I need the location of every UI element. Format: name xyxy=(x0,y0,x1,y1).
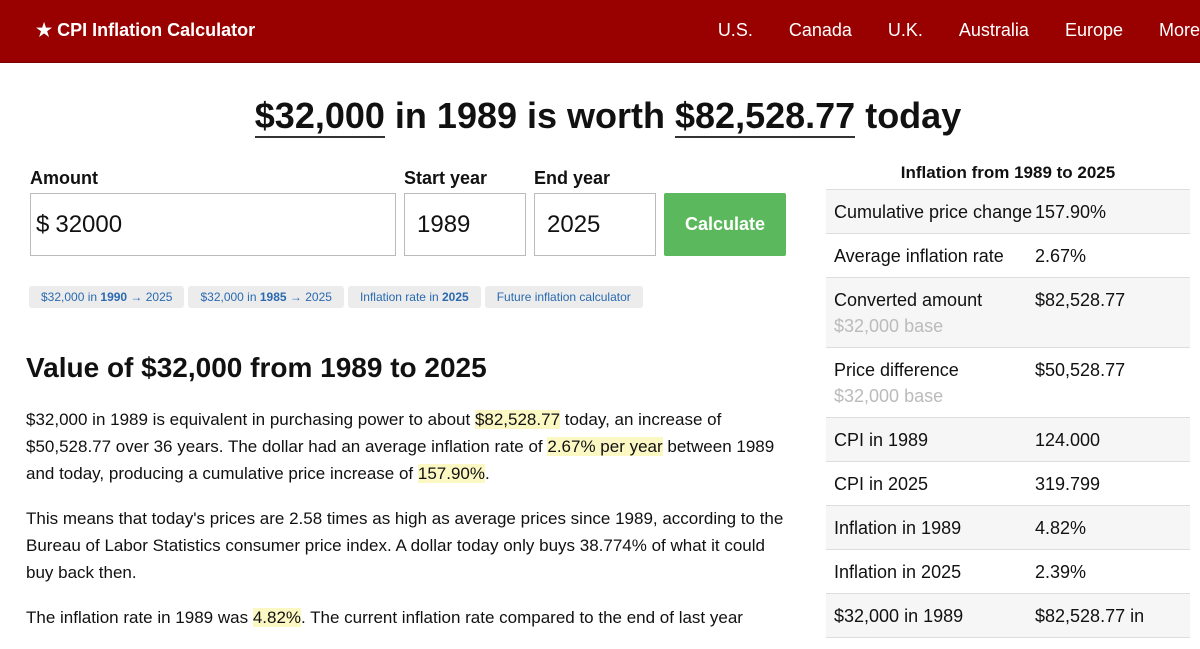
quick-link[interactable]: $32,000 in 1990 → 2025 xyxy=(29,286,185,308)
table-row: Cumulative price change 157.90% xyxy=(826,190,1190,234)
row-label-cell: CPI in 2025 xyxy=(834,471,1035,497)
input-box[interactable]: $32000 xyxy=(30,193,396,256)
quick-link-text: 1985 xyxy=(259,290,287,304)
row-label-cell: Cumulative price change xyxy=(834,199,1035,225)
input-box[interactable]: 2025 xyxy=(534,193,656,256)
row-label: CPI in 2025 xyxy=(834,474,929,494)
row-label: Cumulative price change xyxy=(834,202,1033,222)
field-label: Amount xyxy=(30,168,98,188)
row-value: $82,528.77 xyxy=(1035,290,1126,310)
quick-link-text: Inflation rate in xyxy=(359,290,442,304)
quick-link-text: → 2025 xyxy=(127,290,173,304)
highlight: 157.90% xyxy=(417,464,485,483)
paragraph-text: . The current inflation rate compared to… xyxy=(301,608,743,627)
nav-link[interactable]: Europe xyxy=(1064,20,1123,40)
headline-part: in 1989 is worth xyxy=(384,95,676,136)
row-value: 2.67% xyxy=(1035,246,1087,266)
quick-link-text: 2025 xyxy=(442,290,469,304)
row-label-cell: Inflation in 2025 xyxy=(834,559,1035,585)
calculate-button[interactable]: Calculate xyxy=(664,193,786,256)
row-label-cell: Converted amount $32,000 base xyxy=(834,287,1035,339)
paragraph-text: . xyxy=(484,464,490,483)
input-box[interactable]: 1989 xyxy=(404,193,526,256)
table-row: Price difference $32,000 base $50,528.77 xyxy=(826,348,1190,418)
row-label-cell: Price difference $32,000 base xyxy=(834,357,1035,409)
row-label-cell: CPI in 1989 xyxy=(834,427,1035,453)
article-heading: Value of $32,000 from 1989 to 2025 xyxy=(26,352,487,383)
nav-link[interactable]: Australia xyxy=(958,20,1029,40)
paragraph: The inflation rate in 1989 was 4.82%. Th… xyxy=(26,604,790,631)
row-label: CPI in 1989 xyxy=(834,430,929,450)
article: Value of $32,000 from 1989 to 2025 $32,0… xyxy=(26,352,790,649)
row-value: 4.82% xyxy=(1035,518,1087,538)
row-value: 319.799 xyxy=(1035,474,1101,494)
sidebar-title: Inflation from 1989 to 2025 xyxy=(826,163,1190,190)
paragraph-text: $32,000 in 1989 is equivalent in purchas… xyxy=(26,410,475,429)
form-field: End year 2025 xyxy=(534,168,656,256)
headline: $32,000 in 1989 is worth $82,528.77 toda… xyxy=(0,95,1200,138)
row-label-cell: $32,000 in 1989 xyxy=(834,603,1035,629)
input-prefix: $ xyxy=(36,210,50,238)
headline-part: today xyxy=(855,95,962,136)
row-value: 124.000 xyxy=(1035,430,1101,450)
quick-link-text: 1990 xyxy=(100,290,128,304)
field-label: End year xyxy=(534,168,611,188)
nav-link[interactable]: U.S. xyxy=(717,20,753,40)
paragraph: This means that today's prices are 2.58 … xyxy=(26,505,790,586)
row-label: Price difference xyxy=(834,360,959,380)
row-label-cell: Inflation in 1989 xyxy=(834,515,1035,541)
nav-link[interactable]: More xyxy=(1158,20,1200,40)
sidebar-table: Inflation from 1989 to 2025 Cumulative p… xyxy=(826,163,1190,638)
navbar: ★ CPI Inflation Calculator U.S. Canada U.K… xyxy=(0,0,1200,63)
paragraph-text: today, an increase of $50,528.77 over 36… xyxy=(26,410,722,456)
form-field: Start year 1989 xyxy=(404,168,526,256)
row-label-cell: Average inflation rate xyxy=(834,243,1035,269)
row-label: $32,000 in 1989 xyxy=(834,606,964,626)
highlight: $82,528.77 xyxy=(474,410,561,429)
row-sublabel: $32,000 base xyxy=(834,386,944,406)
row-sublabel: $32,000 base xyxy=(834,316,944,336)
row-value: 2.39% xyxy=(1035,562,1087,582)
quick-link[interactable]: $32,000 in 1985 → 2025 xyxy=(188,286,344,308)
paragraph-text: between 1989 and today, producing a cumu… xyxy=(26,437,775,483)
row-label: Average inflation rate xyxy=(834,246,1004,266)
brand[interactable]: ★ CPI Inflation Calculator xyxy=(36,20,256,40)
table-row: Inflation in 1989 4.82% xyxy=(826,506,1190,550)
quick-link-text: $32,000 in xyxy=(41,290,101,304)
input-value: 32000 xyxy=(55,210,123,238)
quick-links: $32,000 in 1990 → 2025 $32,000 in 1985 → … xyxy=(29,286,647,308)
input-value: 2025 xyxy=(547,210,601,238)
table-row: Converted amount $32,000 base $82,528.77 xyxy=(826,278,1190,348)
nav-link[interactable]: U.K. xyxy=(887,20,923,40)
row-value: $82,528.77 in xyxy=(1035,606,1145,626)
row-label: Inflation in 2025 xyxy=(834,562,962,582)
table-row: $32,000 in 1989 $82,528.77 in xyxy=(826,594,1190,638)
quick-link-text: $32,000 in xyxy=(200,290,260,304)
highlight: 4.82% xyxy=(252,608,302,627)
nav-link[interactable]: Canada xyxy=(788,20,852,40)
paragraph-text: This means that today's prices are 2.58 … xyxy=(26,509,784,582)
quick-link-text: → 2025 xyxy=(286,290,332,304)
nav-links: U.S. Canada U.K. Australia Europe More xyxy=(682,20,1200,41)
headline-part: $82,528.77 xyxy=(675,95,856,138)
quick-link[interactable]: Future inflation calculator xyxy=(484,286,643,308)
highlight: 2.67% per year xyxy=(547,437,663,456)
row-label: Converted amount xyxy=(834,290,983,310)
quick-link[interactable]: Inflation rate in 2025 xyxy=(347,286,481,308)
paragraph: $32,000 in 1989 is equivalent in purchas… xyxy=(26,406,790,487)
row-label: Inflation in 1989 xyxy=(834,518,962,538)
input-value: 1989 xyxy=(417,210,471,238)
table-row: CPI in 2025 319.799 xyxy=(826,462,1190,506)
row-value: 157.90% xyxy=(1035,202,1107,222)
paragraph-text: The inflation rate in 1989 was xyxy=(26,608,253,627)
row-value: $50,528.77 xyxy=(1035,360,1126,380)
table-row: CPI in 1989 124.000 xyxy=(826,418,1190,462)
field-label: Start year xyxy=(404,168,488,188)
quick-link-text: Future inflation calculator xyxy=(496,290,631,304)
table-row: Inflation in 2025 2.39% xyxy=(826,550,1190,594)
form-field: Amount $32000 xyxy=(30,168,396,256)
headline-part: $32,000 xyxy=(254,95,385,138)
table-row: Average inflation rate 2.67% xyxy=(826,234,1190,278)
